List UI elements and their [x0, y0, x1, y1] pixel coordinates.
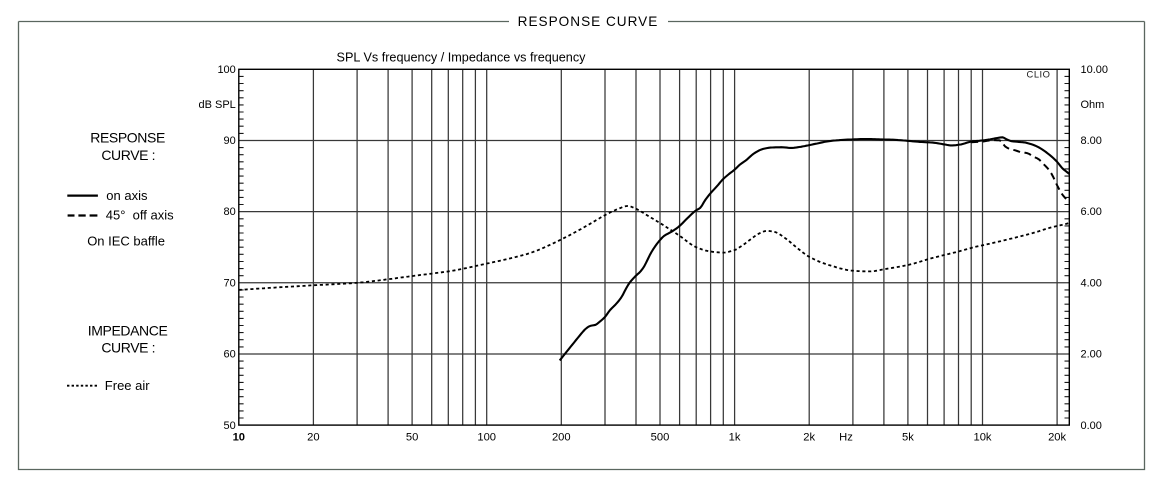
svg-text:20k: 20k	[1048, 432, 1066, 444]
svg-text:10: 10	[233, 432, 245, 444]
svg-text:IMPEDANCE: IMPEDANCE	[88, 323, 168, 339]
svg-text:60: 60	[224, 349, 236, 361]
svg-text:45° off axis: 45° off axis	[106, 208, 174, 223]
svg-text:2.00: 2.00	[1081, 349, 1102, 361]
svg-text:50: 50	[406, 432, 418, 444]
svg-text:90: 90	[224, 135, 236, 147]
svg-text:2k: 2k	[803, 432, 815, 444]
svg-text:10.00: 10.00	[1081, 64, 1109, 76]
svg-text:Hz: Hz	[839, 432, 853, 444]
svg-text:on axis: on axis	[106, 188, 148, 203]
svg-text:0.00: 0.00	[1081, 420, 1102, 432]
svg-text:70: 70	[224, 277, 236, 289]
svg-text:1k: 1k	[729, 432, 741, 444]
svg-text:On IEC baffle: On IEC baffle	[87, 234, 165, 249]
svg-text:CLIO: CLIO	[1027, 68, 1051, 79]
svg-text:8.00: 8.00	[1081, 135, 1102, 147]
svg-text:50: 50	[224, 420, 236, 432]
svg-text:200: 200	[552, 432, 571, 444]
svg-text:CURVE :: CURVE :	[101, 147, 155, 163]
svg-text:CURVE :: CURVE :	[101, 339, 155, 355]
svg-text:SPL Vs frequency / Impedance v: SPL Vs frequency / Impedance vs frequenc…	[337, 51, 587, 65]
svg-text:10k: 10k	[973, 432, 991, 444]
svg-text:RESPONSE: RESPONSE	[90, 130, 165, 146]
svg-text:dB SPL: dB SPL	[198, 99, 235, 111]
svg-text:100: 100	[477, 432, 496, 444]
svg-text:5k: 5k	[902, 432, 914, 444]
svg-text:20: 20	[307, 432, 319, 444]
svg-text:80: 80	[224, 206, 236, 218]
svg-text:RESPONSE CURVE: RESPONSE CURVE	[518, 14, 659, 29]
svg-text:100: 100	[217, 64, 235, 76]
svg-text:6.00: 6.00	[1081, 206, 1102, 218]
svg-text:500: 500	[651, 432, 670, 444]
svg-text:4.00: 4.00	[1081, 277, 1102, 289]
svg-text:Free air: Free air	[105, 378, 150, 393]
svg-text:Ohm: Ohm	[1081, 99, 1105, 111]
